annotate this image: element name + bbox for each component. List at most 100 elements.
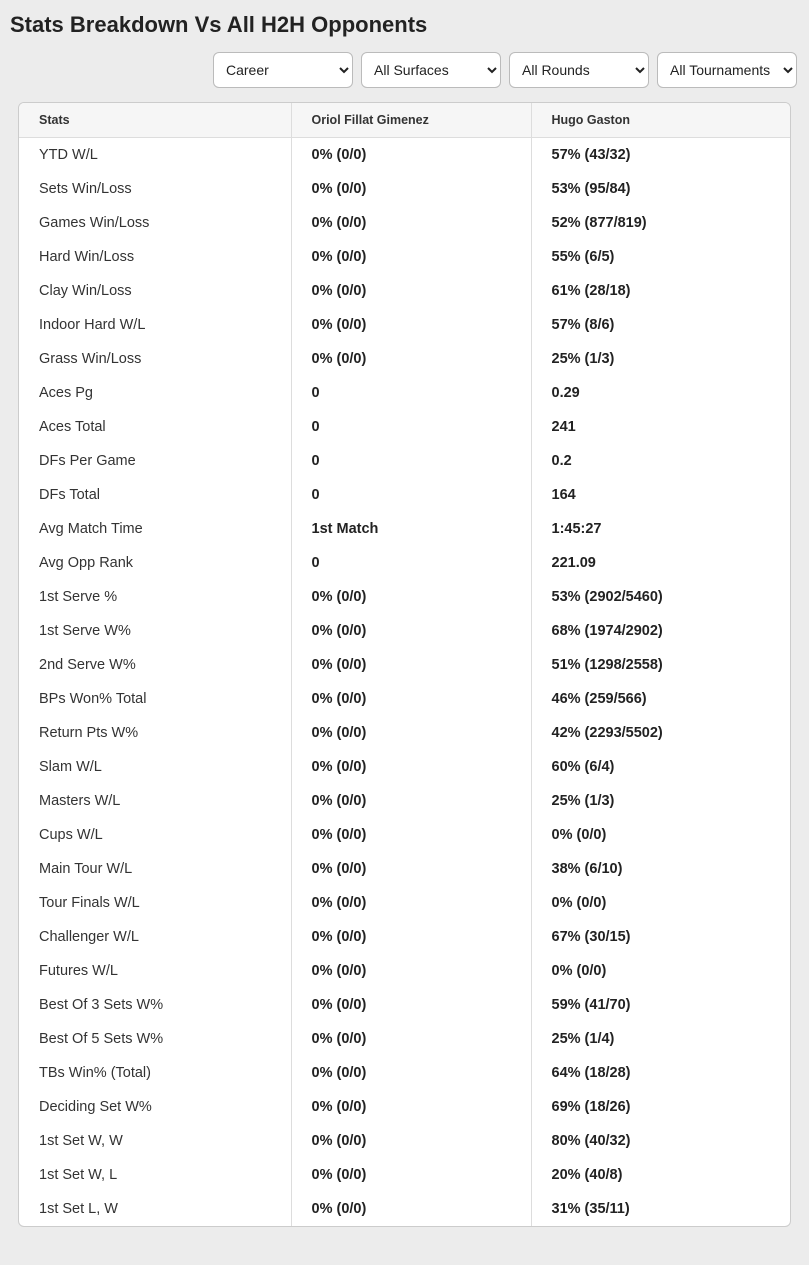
stat-name-cell: Tour Finals W/L xyxy=(19,886,291,920)
table-row: 1st Serve %0% (0/0)53% (2902/5460) xyxy=(19,580,790,614)
player2-value-cell: 69% (18/26) xyxy=(531,1090,790,1124)
table-row: DFs Total0164 xyxy=(19,478,790,512)
col-header-player1: Oriol Fillat Gimenez xyxy=(291,103,531,138)
player1-value-cell: 0% (0/0) xyxy=(291,886,531,920)
player1-value-cell: 0% (0/0) xyxy=(291,1022,531,1056)
player1-value-cell: 0% (0/0) xyxy=(291,784,531,818)
player2-value-cell: 0% (0/0) xyxy=(531,886,790,920)
table-row: Grass Win/Loss0% (0/0)25% (1/3) xyxy=(19,342,790,376)
player2-value-cell: 80% (40/32) xyxy=(531,1124,790,1158)
round-select[interactable]: All Rounds xyxy=(509,52,649,88)
player1-value-cell: 0% (0/0) xyxy=(291,716,531,750)
stat-name-cell: 1st Set W, W xyxy=(19,1124,291,1158)
player1-value-cell: 0% (0/0) xyxy=(291,920,531,954)
table-row: Cups W/L0% (0/0)0% (0/0) xyxy=(19,818,790,852)
player2-value-cell: 57% (43/32) xyxy=(531,138,790,173)
player2-value-cell: 53% (95/84) xyxy=(531,172,790,206)
player1-value-cell: 0% (0/0) xyxy=(291,240,531,274)
player1-value-cell: 0% (0/0) xyxy=(291,1124,531,1158)
stat-name-cell: Avg Match Time xyxy=(19,512,291,546)
stat-name-cell: 1st Serve W% xyxy=(19,614,291,648)
table-row: Avg Match Time1st Match1:45:27 xyxy=(19,512,790,546)
stat-name-cell: Return Pts W% xyxy=(19,716,291,750)
stat-name-cell: Clay Win/Loss xyxy=(19,274,291,308)
player1-value-cell: 0% (0/0) xyxy=(291,308,531,342)
stat-name-cell: Futures W/L xyxy=(19,954,291,988)
player1-value-cell: 0% (0/0) xyxy=(291,818,531,852)
player1-value-cell: 0% (0/0) xyxy=(291,342,531,376)
stat-name-cell: Masters W/L xyxy=(19,784,291,818)
table-row: Best Of 5 Sets W%0% (0/0)25% (1/4) xyxy=(19,1022,790,1056)
col-header-stats: Stats xyxy=(19,103,291,138)
stat-name-cell: Best Of 5 Sets W% xyxy=(19,1022,291,1056)
player1-value-cell: 0% (0/0) xyxy=(291,750,531,784)
stat-name-cell: Cups W/L xyxy=(19,818,291,852)
stat-name-cell: Games Win/Loss xyxy=(19,206,291,240)
table-row: Clay Win/Loss0% (0/0)61% (28/18) xyxy=(19,274,790,308)
player2-value-cell: 25% (1/3) xyxy=(531,784,790,818)
player1-value-cell: 0 xyxy=(291,376,531,410)
player2-value-cell: 1:45:27 xyxy=(531,512,790,546)
player1-value-cell: 0% (0/0) xyxy=(291,988,531,1022)
table-header-row: Stats Oriol Fillat Gimenez Hugo Gaston xyxy=(19,103,790,138)
stat-name-cell: BPs Won% Total xyxy=(19,682,291,716)
player2-value-cell: 221.09 xyxy=(531,546,790,580)
table-row: Challenger W/L0% (0/0)67% (30/15) xyxy=(19,920,790,954)
player2-value-cell: 51% (1298/2558) xyxy=(531,648,790,682)
player2-value-cell: 0% (0/0) xyxy=(531,818,790,852)
player2-value-cell: 68% (1974/2902) xyxy=(531,614,790,648)
stat-name-cell: Grass Win/Loss xyxy=(19,342,291,376)
stat-name-cell: 2nd Serve W% xyxy=(19,648,291,682)
player1-value-cell: 0% (0/0) xyxy=(291,1056,531,1090)
player2-value-cell: 46% (259/566) xyxy=(531,682,790,716)
stats-table-container: Stats Oriol Fillat Gimenez Hugo Gaston Y… xyxy=(18,102,791,1227)
stat-name-cell: Aces Total xyxy=(19,410,291,444)
stat-name-cell: 1st Set L, W xyxy=(19,1192,291,1226)
table-row: Futures W/L0% (0/0)0% (0/0) xyxy=(19,954,790,988)
stat-name-cell: Hard Win/Loss xyxy=(19,240,291,274)
tournament-select[interactable]: All Tournaments xyxy=(657,52,797,88)
stat-name-cell: Avg Opp Rank xyxy=(19,546,291,580)
table-row: Best Of 3 Sets W%0% (0/0)59% (41/70) xyxy=(19,988,790,1022)
player1-value-cell: 0% (0/0) xyxy=(291,648,531,682)
stats-panel: Stats Breakdown Vs All H2H Opponents Car… xyxy=(0,0,809,1247)
player1-value-cell: 0% (0/0) xyxy=(291,206,531,240)
stat-name-cell: Main Tour W/L xyxy=(19,852,291,886)
player2-value-cell: 164 xyxy=(531,478,790,512)
table-row: Aces Total0241 xyxy=(19,410,790,444)
table-row: Deciding Set W%0% (0/0)69% (18/26) xyxy=(19,1090,790,1124)
table-row: Sets Win/Loss0% (0/0)53% (95/84) xyxy=(19,172,790,206)
player1-value-cell: 0% (0/0) xyxy=(291,1192,531,1226)
table-row: DFs Per Game00.2 xyxy=(19,444,790,478)
player1-value-cell: 0% (0/0) xyxy=(291,580,531,614)
stat-name-cell: Indoor Hard W/L xyxy=(19,308,291,342)
table-row: Main Tour W/L0% (0/0)38% (6/10) xyxy=(19,852,790,886)
player2-value-cell: 53% (2902/5460) xyxy=(531,580,790,614)
player2-value-cell: 61% (28/18) xyxy=(531,274,790,308)
table-row: YTD W/L0% (0/0)57% (43/32) xyxy=(19,138,790,173)
table-row: BPs Won% Total0% (0/0)46% (259/566) xyxy=(19,682,790,716)
player1-value-cell: 0 xyxy=(291,478,531,512)
player1-value-cell: 0% (0/0) xyxy=(291,1090,531,1124)
table-row: Return Pts W%0% (0/0)42% (2293/5502) xyxy=(19,716,790,750)
player2-value-cell: 0.2 xyxy=(531,444,790,478)
player2-value-cell: 0.29 xyxy=(531,376,790,410)
period-select[interactable]: Career xyxy=(213,52,353,88)
player2-value-cell: 64% (18/28) xyxy=(531,1056,790,1090)
surface-select[interactable]: All Surfaces xyxy=(361,52,501,88)
table-row: Games Win/Loss0% (0/0)52% (877/819) xyxy=(19,206,790,240)
table-row: Indoor Hard W/L0% (0/0)57% (8/6) xyxy=(19,308,790,342)
player2-value-cell: 57% (8/6) xyxy=(531,308,790,342)
player2-value-cell: 38% (6/10) xyxy=(531,852,790,886)
stat-name-cell: 1st Serve % xyxy=(19,580,291,614)
table-row: TBs Win% (Total)0% (0/0)64% (18/28) xyxy=(19,1056,790,1090)
stat-name-cell: Slam W/L xyxy=(19,750,291,784)
table-row: Slam W/L0% (0/0)60% (6/4) xyxy=(19,750,790,784)
table-row: Masters W/L0% (0/0)25% (1/3) xyxy=(19,784,790,818)
table-row: 1st Set W, L0% (0/0)20% (40/8) xyxy=(19,1158,790,1192)
player1-value-cell: 0 xyxy=(291,546,531,580)
stat-name-cell: 1st Set W, L xyxy=(19,1158,291,1192)
stat-name-cell: Sets Win/Loss xyxy=(19,172,291,206)
col-header-player2: Hugo Gaston xyxy=(531,103,790,138)
table-row: 1st Set W, W0% (0/0)80% (40/32) xyxy=(19,1124,790,1158)
